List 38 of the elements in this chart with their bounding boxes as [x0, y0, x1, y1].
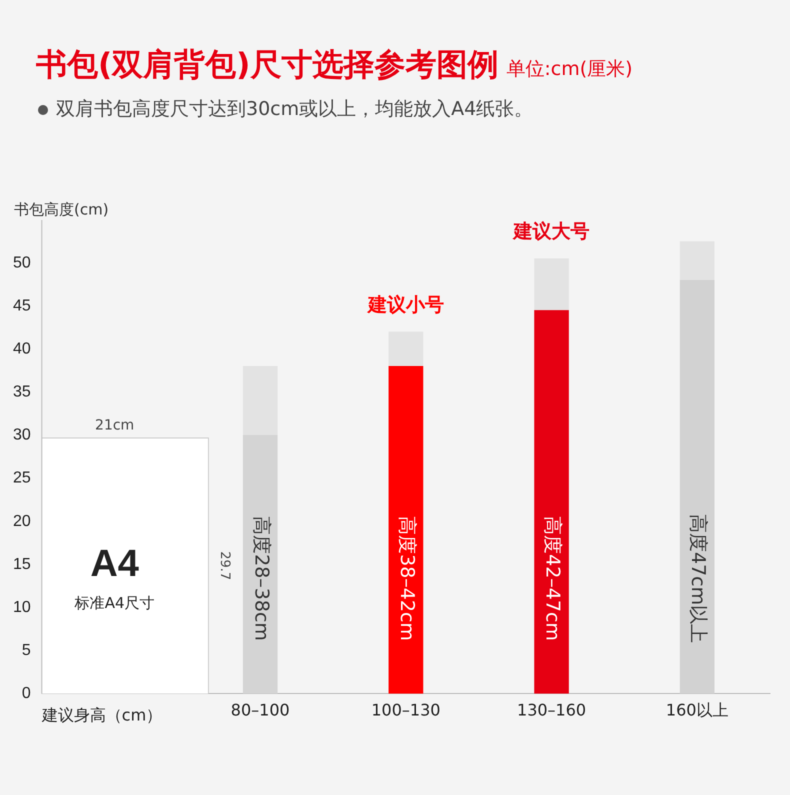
y-tick-label: 40 — [13, 340, 31, 358]
x-tick-label: 160以上 — [666, 700, 728, 720]
y-axis-title: 书包高度(cm) — [14, 200, 109, 218]
x-axis-title: 建议身高（cm） — [40, 706, 162, 725]
annotation: 高度42–47cm — [542, 516, 564, 641]
annotation: 建议小号 — [366, 294, 444, 316]
annotation: 标准A4尺寸 — [74, 594, 155, 612]
x-tick-label: 100–130 — [371, 700, 440, 720]
y-tick-label: 30 — [13, 426, 31, 444]
bar — [534, 310, 569, 694]
text: 单位:cm(厘米) — [506, 58, 633, 80]
annotation: 21cm — [95, 417, 134, 434]
annotation: 高度38–42cm — [396, 516, 418, 641]
y-tick-label: 45 — [13, 298, 31, 315]
bar — [388, 332, 424, 367]
bar — [534, 258, 569, 311]
y-tick-label: 25 — [13, 470, 31, 487]
chart-title: 书包(双肩背包)尺寸选择参考图例 — [36, 47, 498, 83]
bar — [242, 366, 278, 436]
bar — [388, 366, 424, 694]
annotation: 高度47cm以上 — [687, 514, 710, 644]
bar — [680, 241, 715, 281]
y-tick-label: 10 — [13, 598, 31, 616]
annotation: 建议大号 — [512, 220, 590, 243]
y-tick-label: 50 — [13, 254, 31, 272]
bar — [242, 434, 278, 694]
chart-subtitle: 双肩书包高度尺寸达到30cm或以上，均能放入A4纸张。 — [55, 97, 534, 122]
y-tick-label: 0 — [22, 685, 31, 702]
annotation: A4 — [90, 543, 139, 586]
annotation: 高度28–38cm — [250, 516, 272, 641]
y-tick-label: 20 — [13, 512, 31, 530]
y-tick-label: 15 — [13, 556, 31, 573]
x-tick-label: 80–100 — [230, 700, 290, 720]
annotation: 29.7 — [217, 551, 232, 580]
y-tick-label: 35 — [13, 384, 31, 401]
y-tick-label: 5 — [22, 642, 31, 659]
x-tick-label: 130–160 — [517, 700, 586, 720]
bar — [680, 280, 715, 694]
